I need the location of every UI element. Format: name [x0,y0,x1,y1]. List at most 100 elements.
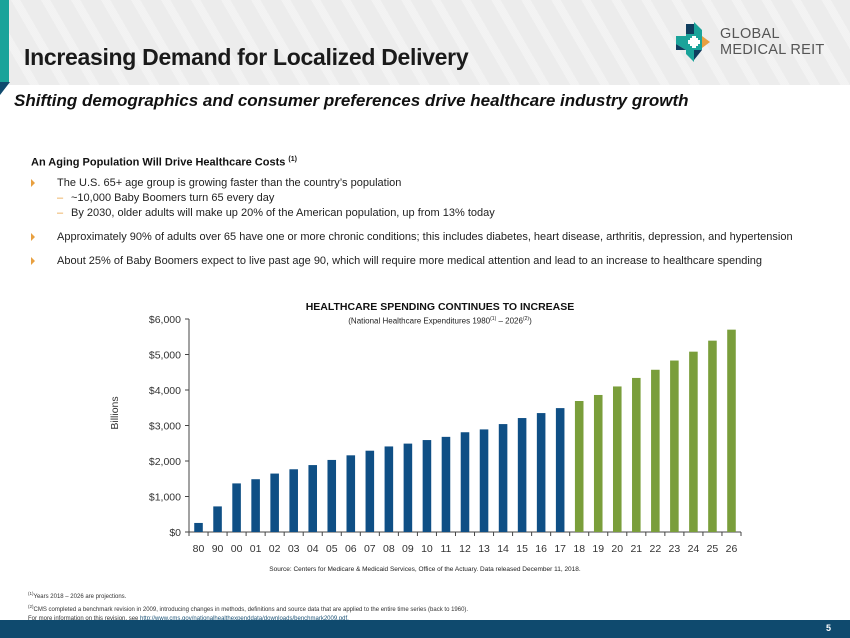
footnote-ref: (1) [490,316,497,322]
y-tick-label: $1,000 [149,492,181,504]
header-banner: Increasing Demand for Localized Delivery… [0,0,850,95]
x-tick-label: 22 [650,543,662,555]
page-title: Increasing Demand for Localized Delivery [24,44,469,70]
bar-19 [593,394,603,532]
bar-15 [517,418,527,532]
x-tick-label: 13 [478,543,490,555]
logo-line-2: MEDICAL REIT [720,42,825,58]
x-tick-label: 80 [193,543,205,555]
bar-10 [422,440,432,532]
footnote-text: CMS completed a benchmark revision in 20… [33,607,469,613]
chart-subtitle-mid: – 2026 [496,316,523,326]
bullet-list: The U.S. 65+ age group is growing faster… [31,170,831,269]
bullet-text: The U.S. 65+ age group is growing faster… [57,177,402,189]
x-tick-label: 26 [726,543,738,555]
bar-00 [232,483,241,532]
bullet-text: About 25% of Baby Boomers expect to live… [57,255,763,267]
section-heading-text: An Aging Population Will Drive Healthcar… [31,156,286,169]
logo-text: GLOBAL MEDICAL REIT [720,26,825,58]
chart-title: HEALTHCARE SPENDING CONTINUES TO INCREAS… [305,301,575,313]
x-tick-label: 11 [441,543,452,555]
bar-25 [708,340,717,532]
chart-source: Source: Centers for Medicare & Medicaid … [269,566,581,573]
bar-22 [651,369,660,532]
y-tick-label: $2,000 [149,456,181,468]
x-tick-label: 15 [516,543,528,555]
x-tick-label: 21 [630,543,642,555]
sub-bullet-text: By 2030, older adults will make up 20% o… [71,207,495,219]
bar-chart: $0 $1,000 $2,000 $3,000 $4,000 $5,000 $6,000 Bi… [109,314,742,555]
chart-subtitle-suffix: ) [529,316,532,326]
bar-13 [479,429,489,532]
x-tick-label: 07 [364,543,376,555]
x-tick-label: 18 [573,543,585,555]
x-tick-label: 24 [688,543,700,555]
dash-bullet-icon: – [57,192,64,204]
bar-09 [403,443,413,532]
y-tick-label: $4,000 [149,385,181,397]
y-tick-label: $0 [169,527,181,539]
sub-bullet-text: ~10,000 Baby Boomers turn 65 every day [71,192,275,204]
x-tick-label: 20 [611,543,623,555]
footnote-mark: (1) [28,591,34,596]
bar-24 [689,351,698,532]
x-tick-label: 10 [421,543,433,555]
page-number: 5 [825,623,831,633]
x-tick-label: 09 [402,543,414,555]
x-tick-label: 14 [497,543,509,555]
x-tick-label: 08 [383,543,395,555]
x-tick-label: 05 [326,543,338,555]
x-tick-label: 00 [231,543,243,555]
footnote-text: Years 2018 – 2026 are projections. [33,594,127,600]
bar-16 [536,413,546,532]
bullet-text: Approximately 90% of adults over 65 have… [57,231,793,243]
y-axis-label: Billions [109,396,121,429]
bar-01 [251,479,260,532]
bar-26 [727,329,736,532]
bar-03 [289,469,298,532]
bullet-item: Approximately 90% of adults over 65 have… [31,230,831,245]
bar-21 [632,377,641,532]
bullet-item: The U.S. 65+ age group is growing faster… [31,176,831,191]
bar-06 [346,455,356,532]
x-tick-label: 90 [212,543,224,555]
bar-17 [555,408,565,532]
bar-05 [327,459,337,532]
logo-line-1: GLOBAL [720,26,780,42]
bar-18 [574,401,584,532]
footnote-ref: (2) [522,316,530,322]
chart-subtitle: (National Healthcare Expenditures 1980(1… [0,316,850,326]
footnote-ref: (1) [288,156,297,163]
bar-90 [213,506,222,532]
sub-bullet-item: – By 2030, older adults will make up 20%… [31,206,831,221]
y-tick-label: $5,000 [149,350,181,362]
x-tick-label: 25 [707,543,719,555]
bar-14 [498,424,508,532]
bar-11 [441,436,451,532]
y-tick-label: $3,000 [149,421,181,433]
x-tick-label: 01 [250,543,262,555]
footnote-1: (1)Years 2018 – 2026 are projections. [28,589,468,602]
x-tick-label: 17 [554,543,566,555]
x-tick-label: 16 [535,543,547,555]
bar-80 [194,522,203,532]
x-tick-label: 23 [669,543,681,555]
x-tick-label: 04 [307,543,319,555]
triangle-bullet-icon [31,233,35,241]
footer-bar: 5 [0,620,850,638]
bar-23 [670,360,679,532]
bullet-item: About 25% of Baby Boomers expect to live… [31,254,831,269]
accent-arrow-icon [0,82,10,95]
x-tick-label: 06 [345,543,357,555]
cross-logo-icon [676,22,710,62]
x-tick-label: 12 [459,543,471,555]
chart-subtitle-prefix: (National Healthcare Expenditures 1980 [348,316,491,326]
bar-04 [308,465,318,532]
benchmark-link[interactable]: http://www.cms.gov/nationalhealthexpendd… [140,616,349,622]
footnote-mark: (2) [28,604,34,609]
sub-bullet-item: – ~10,000 Baby Boomers turn 65 every day [31,191,831,206]
dash-bullet-icon: – [57,207,64,219]
y-tick-label: $6,000 [149,314,181,326]
triangle-bullet-icon [31,179,35,187]
footnote-3: For more information on this revision, s… [28,615,468,624]
